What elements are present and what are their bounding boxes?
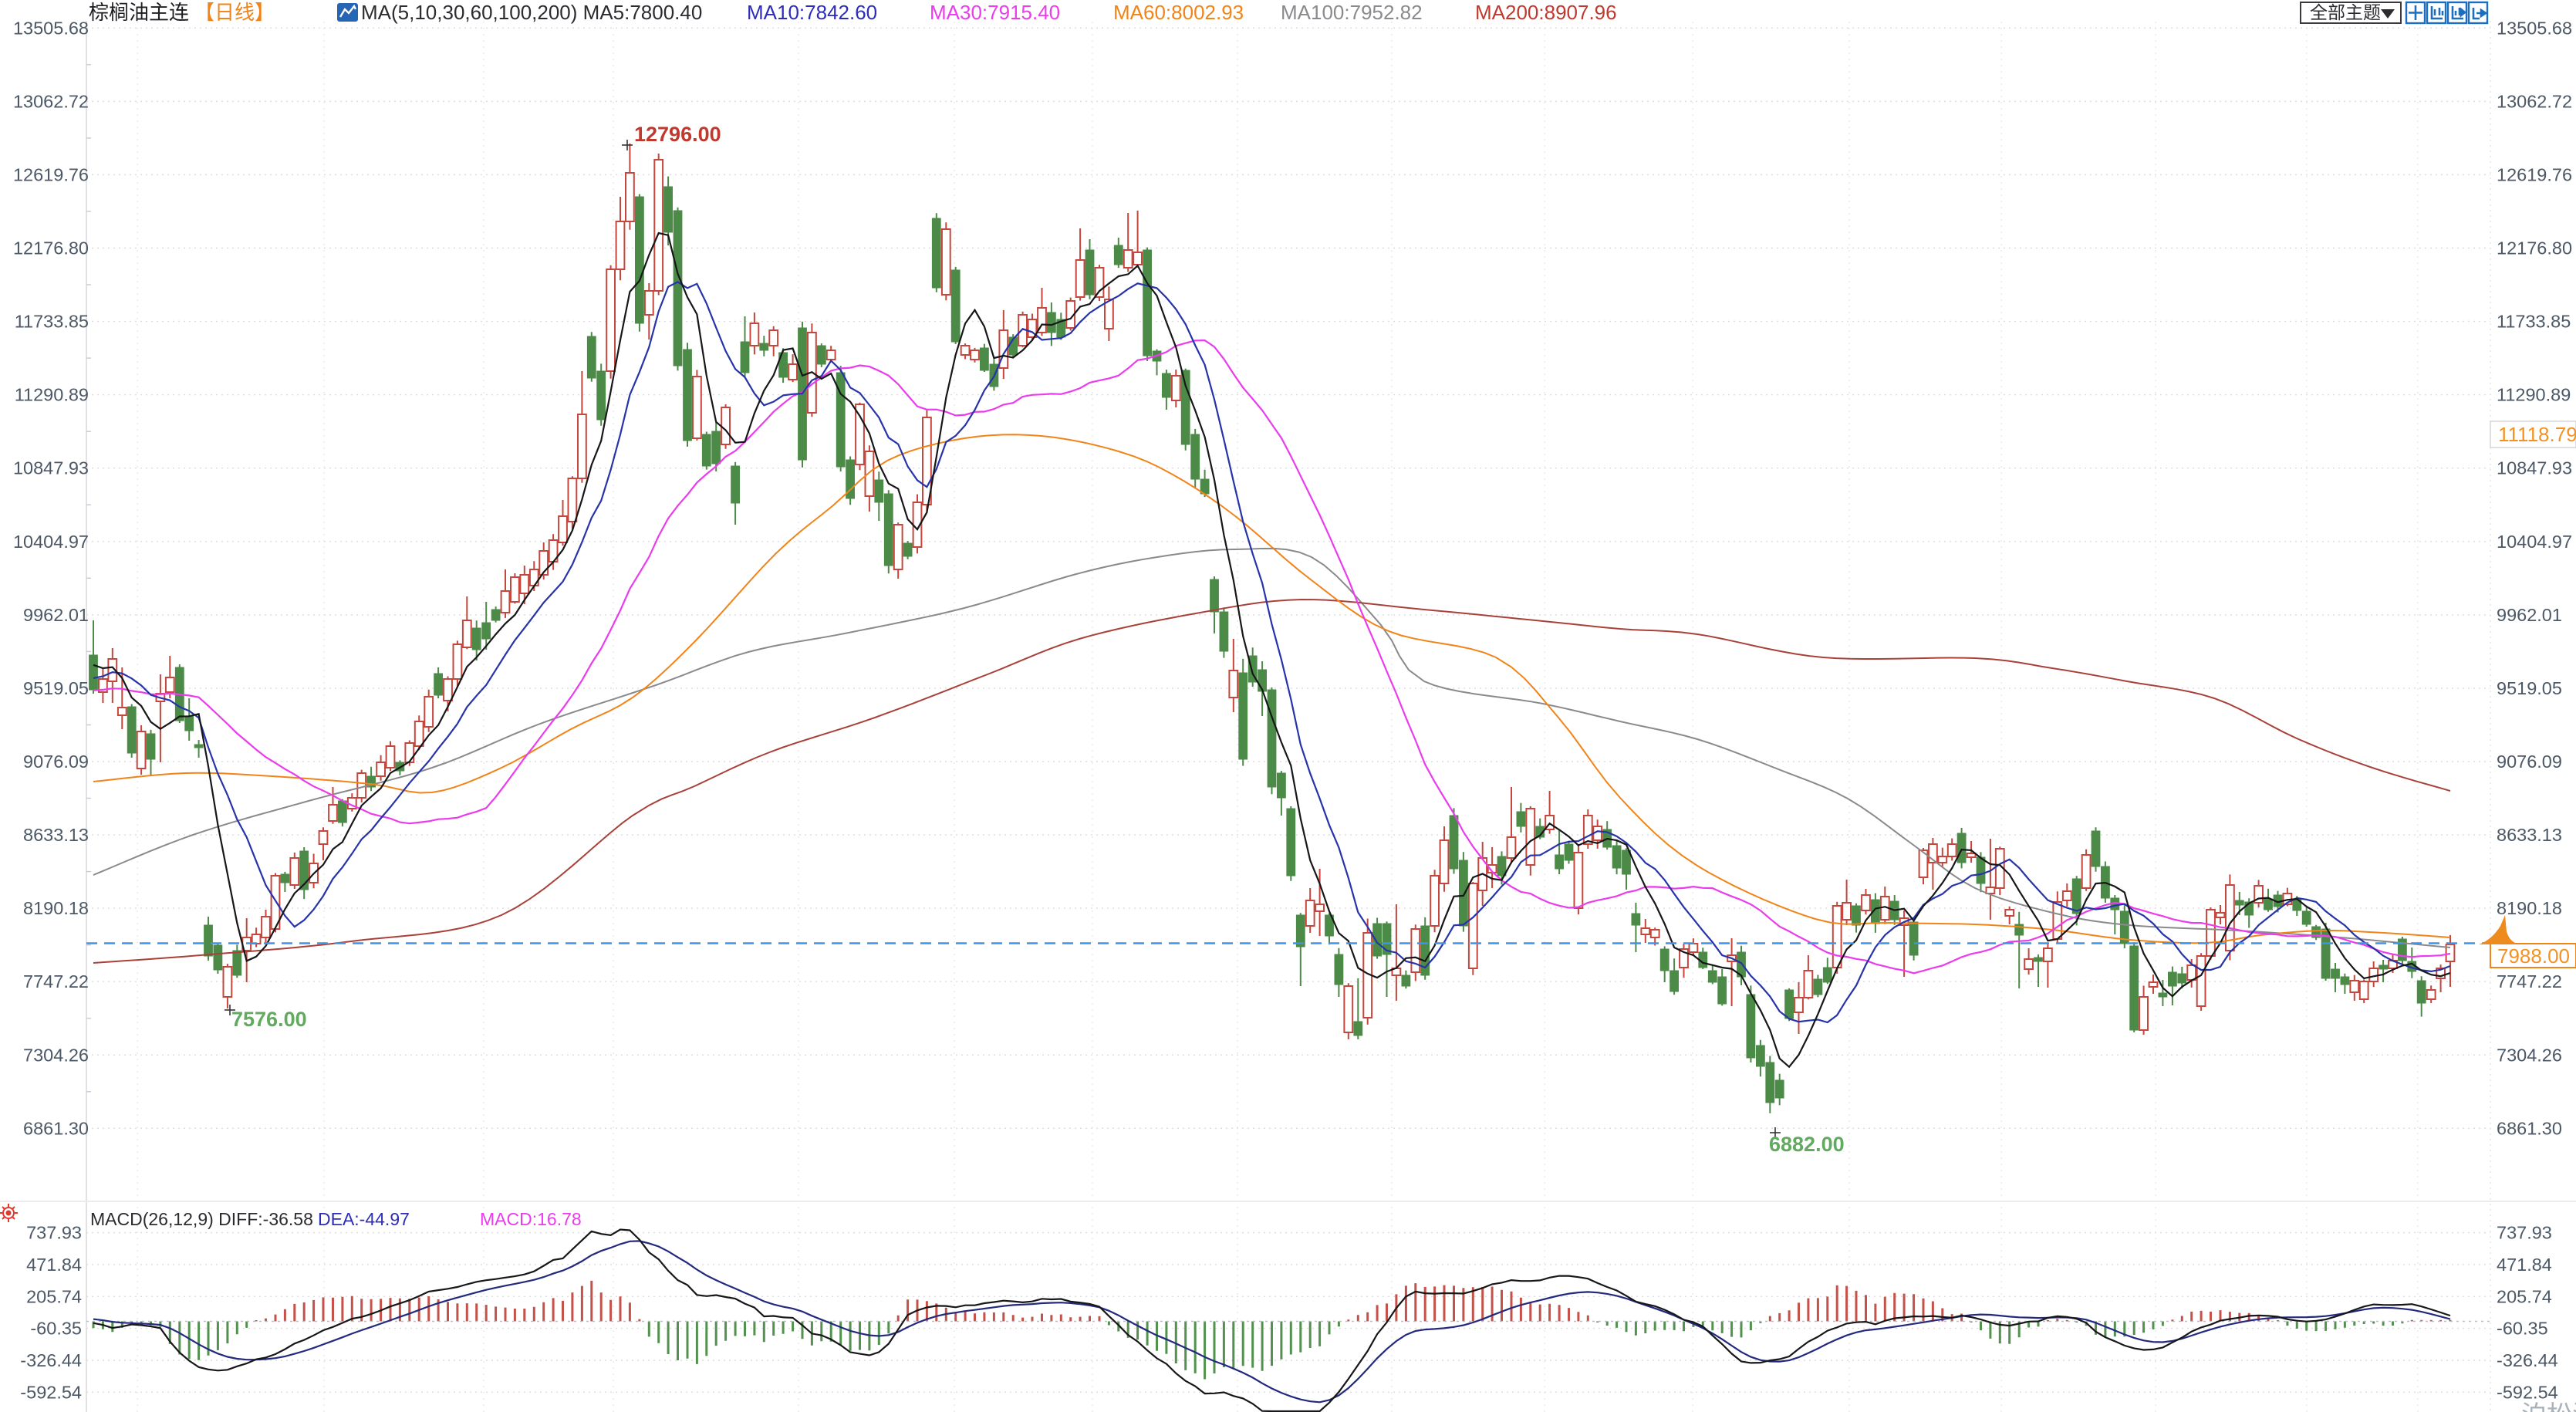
svg-text:DEA:-44.97: DEA:-44.97 [318, 1209, 410, 1229]
svg-text:13062.72: 13062.72 [2497, 91, 2572, 111]
svg-text:13505.68: 13505.68 [13, 18, 89, 38]
svg-text:10404.97: 10404.97 [13, 532, 89, 552]
svg-text:MA(5,10,30,60,100,200) MA5:780: MA(5,10,30,60,100,200) MA5:7800.40 [361, 1, 702, 24]
svg-text:11118.79: 11118.79 [2498, 423, 2576, 446]
svg-text:MA100:7952.82: MA100:7952.82 [1281, 1, 1423, 24]
svg-text:-592.54: -592.54 [2497, 1382, 2558, 1402]
svg-text:8633.13: 8633.13 [23, 825, 89, 845]
svg-text:8190.18: 8190.18 [23, 898, 89, 918]
svg-text:205.74: 205.74 [2497, 1286, 2552, 1306]
svg-text:10404.97: 10404.97 [2497, 532, 2572, 552]
svg-text:6882.00: 6882.00 [1769, 1133, 1845, 1156]
svg-text:11733.85: 11733.85 [2497, 312, 2571, 332]
svg-text:12619.76: 12619.76 [2497, 164, 2572, 184]
svg-text:MACD(26,12,9) DIFF:-36.58: MACD(26,12,9) DIFF:-36.58 [90, 1209, 313, 1229]
svg-text:棕榈油主连: 棕榈油主连 [89, 1, 189, 24]
svg-text:MA200:8907.96: MA200:8907.96 [1475, 1, 1617, 24]
svg-text:7747.22: 7747.22 [2497, 971, 2562, 991]
svg-text:9076.09: 9076.09 [2497, 752, 2562, 772]
svg-text:7304.26: 7304.26 [23, 1045, 89, 1065]
svg-text:9962.01: 9962.01 [23, 605, 89, 625]
svg-text:MA30:7915.40: MA30:7915.40 [930, 1, 1060, 24]
svg-text:9962.01: 9962.01 [2497, 605, 2562, 625]
svg-text:MA10:7842.60: MA10:7842.60 [747, 1, 877, 24]
svg-text:-326.44: -326.44 [20, 1350, 82, 1370]
svg-text:-60.35: -60.35 [2497, 1319, 2548, 1339]
svg-text:6861.30: 6861.30 [2497, 1118, 2562, 1138]
svg-text:471.84: 471.84 [26, 1255, 82, 1275]
svg-text:7988.00: 7988.00 [2497, 944, 2570, 968]
svg-text:7747.22: 7747.22 [23, 971, 89, 991]
svg-text:【日线】: 【日线】 [194, 1, 275, 24]
svg-text:11290.89: 11290.89 [2497, 385, 2571, 405]
svg-text:737.93: 737.93 [26, 1223, 82, 1243]
svg-text:471.84: 471.84 [2497, 1255, 2552, 1275]
svg-text:11733.85: 11733.85 [15, 312, 89, 332]
svg-text:13505.68: 13505.68 [2497, 18, 2572, 38]
svg-text:6861.30: 6861.30 [23, 1118, 89, 1138]
svg-text:MA60:8002.93: MA60:8002.93 [1113, 1, 1244, 24]
svg-text:7576.00: 7576.00 [231, 1008, 307, 1031]
svg-text:11290.89: 11290.89 [15, 385, 89, 405]
svg-text:10847.93: 10847.93 [2497, 458, 2572, 478]
svg-text:7304.26: 7304.26 [2497, 1045, 2562, 1065]
svg-text:泊松江: 泊松江 [2521, 1400, 2576, 1412]
svg-text:10847.93: 10847.93 [13, 458, 89, 478]
svg-text:12176.80: 12176.80 [13, 238, 89, 258]
svg-text:12176.80: 12176.80 [2497, 238, 2572, 258]
svg-text:-326.44: -326.44 [2497, 1350, 2558, 1370]
svg-text:12619.76: 12619.76 [13, 164, 89, 184]
svg-text:-60.35: -60.35 [30, 1319, 82, 1339]
svg-text:-592.54: -592.54 [20, 1382, 82, 1402]
svg-text:12796.00: 12796.00 [634, 123, 721, 146]
svg-text:737.93: 737.93 [2497, 1223, 2552, 1243]
svg-text:9519.05: 9519.05 [2497, 678, 2562, 698]
svg-text:13062.72: 13062.72 [13, 91, 89, 111]
svg-text:205.74: 205.74 [26, 1286, 82, 1306]
svg-text:全部主题: 全部主题 [2310, 2, 2381, 22]
svg-text:9519.05: 9519.05 [23, 678, 89, 698]
svg-text:8190.18: 8190.18 [2497, 898, 2562, 918]
svg-text:8633.13: 8633.13 [2497, 825, 2562, 845]
svg-text:9076.09: 9076.09 [23, 752, 89, 772]
svg-text:MACD:16.78: MACD:16.78 [480, 1209, 582, 1229]
